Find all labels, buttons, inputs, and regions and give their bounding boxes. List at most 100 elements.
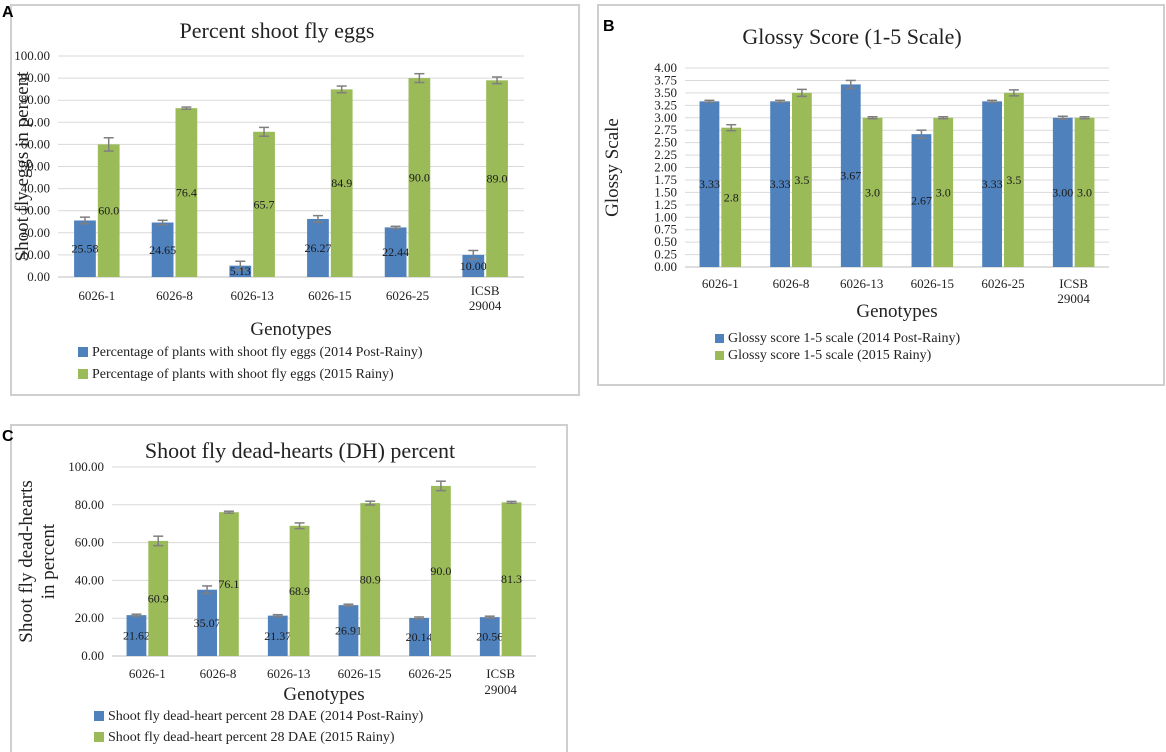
data-label: 26.27: [304, 241, 331, 255]
data-label: 21.62: [123, 629, 150, 643]
bar: [840, 84, 861, 267]
error-bar: [103, 137, 114, 152]
x-axis-label: Genotypes: [283, 684, 364, 705]
error-bar: [1079, 116, 1090, 120]
x-tick-label: 6026-1: [702, 276, 739, 291]
x-axis-label: Genotypes: [856, 301, 937, 322]
data-label: 60.9: [148, 591, 169, 605]
legend-swatch: [94, 711, 104, 721]
error-bar: [1057, 115, 1068, 120]
legend-swatch: [715, 351, 724, 360]
panel-label-c: C: [2, 428, 14, 445]
error-bar: [365, 500, 376, 506]
x-tick-label: 6026-1: [129, 666, 166, 681]
y-tick-label: 60.00: [21, 136, 50, 151]
error-bar: [153, 535, 164, 547]
error-bar: [938, 116, 949, 120]
chart-title: Percent shoot fly eggs: [180, 18, 375, 43]
bar: [1074, 117, 1095, 267]
error-bar: [223, 510, 234, 514]
data-label: 89.0: [487, 172, 508, 186]
chart-panel-c: [10, 424, 568, 752]
y-tick-label: 1.25: [654, 197, 677, 212]
bar: [479, 617, 500, 656]
y-tick-label: 60.00: [75, 535, 104, 550]
y-axis-label: Shoot fly eggs in percent: [12, 71, 33, 262]
data-label: 65.7: [254, 197, 275, 211]
bar: [97, 144, 120, 277]
y-axis-label: Shoot fly dead-heartsin percent: [16, 480, 59, 643]
x-tick-label: 6026-15: [308, 288, 351, 303]
y-tick-label: 3.00: [654, 110, 677, 125]
y-tick-label: 20.00: [75, 610, 104, 625]
y-tick-label: 80.00: [21, 92, 50, 107]
error-bar: [235, 260, 246, 271]
legend-swatch: [78, 347, 88, 357]
data-label: 3.0: [936, 185, 951, 199]
error-bar: [131, 613, 142, 617]
x-tick-label: 6026-13: [267, 666, 310, 681]
bar: [360, 503, 381, 656]
y-tick-label: 2.50: [654, 135, 677, 150]
y-tick-label: 40.00: [21, 181, 50, 196]
data-label: 3.5: [1006, 173, 1021, 187]
error-bar: [1008, 89, 1019, 97]
data-label: 3.0: [1077, 185, 1092, 199]
error-bar: [704, 99, 715, 104]
bar: [792, 92, 812, 267]
y-tick-label: 4.00: [654, 60, 677, 75]
legend-swatch: [94, 732, 104, 742]
x-tick-label: 6026-15: [338, 666, 381, 681]
y-tick-label: 3.50: [654, 85, 677, 100]
legend-entry: Glossy score 1-5 scale (2015 Rainy): [728, 348, 932, 363]
error-bar: [987, 99, 998, 104]
data-label: 22.44: [382, 245, 409, 259]
data-label: 80.9: [360, 573, 381, 587]
data-label: 24.65: [149, 243, 176, 257]
error-bar: [484, 615, 495, 619]
error-bar: [294, 522, 305, 530]
y-tick-label: 2.75: [654, 122, 677, 137]
bar: [197, 589, 217, 656]
data-label: 3.00: [1052, 185, 1073, 199]
legend-entry: Percentage of plants with shoot fly eggs…: [92, 345, 423, 360]
y-tick-label: 100.00: [14, 48, 50, 63]
y-axis-label: Glossy Scale: [602, 118, 623, 217]
legend-entry: Glossy score 1-5 scale (2014 Post-Rainy): [728, 331, 960, 346]
bar: [699, 101, 720, 268]
x-tick-label: 6026-1: [78, 288, 115, 303]
data-label: 68.9: [289, 584, 310, 598]
bar: [409, 617, 429, 656]
x-tick-label: 6026-8: [773, 276, 810, 291]
y-tick-label: 50.00: [21, 159, 50, 174]
x-tick-label: 6026-8: [156, 288, 193, 303]
bar: [330, 89, 353, 277]
y-tick-label: 90.00: [21, 70, 50, 85]
bar: [148, 540, 169, 656]
error-bar: [796, 88, 807, 98]
x-tick-label: 6026-25: [981, 276, 1024, 291]
bar: [74, 220, 96, 277]
x-tick-label: 6026-13: [230, 288, 273, 303]
error-bar: [343, 603, 354, 607]
y-tick-label: 0.25: [654, 247, 677, 262]
error-bar: [336, 85, 347, 94]
data-label: 5.13: [230, 264, 251, 278]
error-bar: [726, 123, 737, 132]
y-tick-label: 2.25: [654, 147, 677, 162]
chart-title: Shoot fly dead-hearts (DH) percent: [145, 438, 455, 463]
panel-label-b: B: [603, 18, 615, 35]
error-bar: [506, 500, 517, 505]
error-bar: [312, 214, 323, 224]
y-tick-label: 80.00: [75, 497, 104, 512]
error-bar: [202, 585, 213, 595]
x-tick-label: 6026-25: [408, 666, 451, 681]
y-tick-label: 0.50: [654, 234, 677, 249]
y-tick-label: 3.75: [654, 72, 677, 87]
legend-swatch: [715, 334, 724, 343]
data-label: 84.9: [331, 176, 352, 190]
bar: [933, 117, 954, 267]
bar: [253, 131, 275, 277]
data-label: 21.37: [264, 629, 291, 643]
